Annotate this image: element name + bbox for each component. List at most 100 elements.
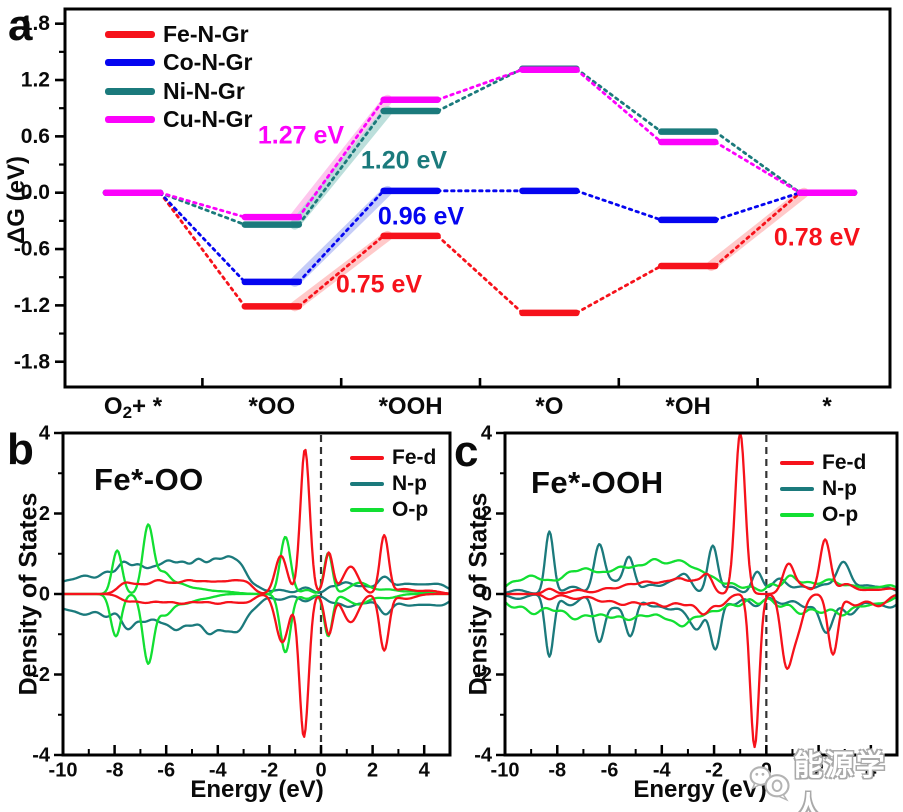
fe-d-dos-curve bbox=[505, 592, 897, 749]
legend-swatch bbox=[105, 59, 155, 67]
step-connector-line bbox=[297, 189, 386, 284]
step-connector-line bbox=[436, 67, 524, 113]
reaction-step-label: *O bbox=[535, 393, 563, 420]
tick-label: 0 bbox=[481, 583, 492, 605]
reaction-step-label: *OOH bbox=[379, 393, 443, 420]
watermark-text: 能源学人 bbox=[793, 750, 887, 812]
tick-label: 1.8 bbox=[21, 12, 51, 35]
panel-b-plot: -10 -8 -6 -4 -2 0 2 4 4 2 0 -2 -4 bbox=[32, 422, 452, 781]
step-connector-line bbox=[713, 191, 802, 222]
tick-label: 0 bbox=[315, 759, 326, 781]
panel-b-label: b bbox=[7, 425, 34, 474]
step-connector-line bbox=[297, 98, 386, 219]
panel-b-x-axis-title: Energy (eV) bbox=[190, 776, 324, 803]
legend-item-n-p: N-p bbox=[350, 471, 436, 497]
legend-item-n-p: N-p bbox=[780, 476, 866, 502]
legend-swatch bbox=[105, 30, 155, 38]
legend-item-co-n-gr: Co-N-Gr bbox=[105, 49, 252, 78]
tick-label: -4 bbox=[32, 744, 51, 766]
fe-d-dos-curve bbox=[63, 592, 450, 738]
legend-item-o-p: O-p bbox=[350, 497, 436, 523]
step-connector-line bbox=[436, 234, 524, 315]
energy-barrier-label: 0.78 eV bbox=[774, 224, 861, 252]
legend-swatch bbox=[350, 456, 384, 460]
tick-label: -2 bbox=[705, 759, 723, 781]
legend-swatch bbox=[350, 482, 384, 486]
n-p-dos-curve bbox=[63, 555, 450, 594]
step-connector-line bbox=[158, 191, 247, 219]
tick-label: -6 bbox=[157, 759, 175, 781]
panel-b-y-axis-title: Density of States bbox=[14, 492, 43, 696]
step-connector-line bbox=[575, 264, 663, 315]
tick-label: 2 bbox=[367, 759, 378, 781]
tick-label: 2 bbox=[39, 503, 50, 525]
legend-swatch bbox=[780, 461, 814, 465]
tick-label: -4 bbox=[209, 759, 228, 781]
tick-label: -8 bbox=[106, 759, 124, 781]
tick-label: -0.6 bbox=[14, 238, 50, 261]
legend-swatch bbox=[105, 87, 155, 95]
panel-c-title: Fe*-OOH bbox=[531, 465, 664, 500]
tick-label: -10 bbox=[491, 759, 520, 781]
step-connector-line bbox=[713, 130, 802, 195]
reaction-step-label: * bbox=[822, 393, 832, 420]
energy-barrier-label: 0.96 eV bbox=[378, 203, 465, 231]
panel-c-legend: Fe-d N-p O-p bbox=[780, 450, 866, 528]
step-connector-line bbox=[575, 67, 663, 134]
watermark: 能源学人 bbox=[748, 742, 903, 812]
tick-label: -10 bbox=[49, 759, 78, 781]
tick-label: 2 bbox=[813, 759, 824, 781]
tick-label: 1.2 bbox=[21, 69, 50, 92]
panel-a-frame bbox=[63, 7, 892, 389]
panel-a-legend: Fe-N-Gr Co-N-Gr Ni-N-Gr Cu-N-Gr bbox=[105, 20, 252, 134]
panel-b-legend: Fe-d N-p O-p bbox=[350, 445, 436, 523]
legend-swatch bbox=[780, 487, 814, 491]
step-connector-line bbox=[297, 109, 386, 227]
legend-label: Ni-N-Gr bbox=[163, 77, 245, 104]
tick-label: 2 bbox=[481, 503, 492, 525]
legend-label: O-p bbox=[392, 498, 429, 521]
tick-label: -4 bbox=[653, 759, 672, 781]
panel-c-x-axis-title: Energy (eV) bbox=[633, 776, 767, 803]
tick-label: -2 bbox=[474, 664, 492, 686]
legend-swatch bbox=[780, 513, 814, 517]
step-connector-line bbox=[713, 191, 802, 268]
n-p-dos-curve bbox=[505, 530, 897, 595]
tick-label: -4 bbox=[474, 744, 493, 766]
tick-label: -8 bbox=[548, 759, 566, 781]
tick-label: -2 bbox=[261, 759, 279, 781]
tick-label: 4 bbox=[39, 422, 51, 444]
legend-label: Fe-d bbox=[392, 446, 437, 469]
panel-a-label: a bbox=[8, 1, 33, 50]
panel-c-y-axis-title: Density of States bbox=[464, 492, 493, 696]
legend-label: O-p bbox=[822, 503, 859, 526]
step-connector-line bbox=[297, 234, 386, 308]
legend-label: Co-N-Gr bbox=[163, 49, 253, 76]
legend-item-fe-d: Fe-d bbox=[780, 450, 866, 476]
step-connector-line bbox=[158, 191, 247, 308]
legend-item-cu-n-gr: Cu-N-Gr bbox=[105, 106, 252, 135]
tick-label: 4 bbox=[481, 422, 493, 444]
legend-swatch bbox=[350, 508, 384, 512]
reaction-step-label: *OO bbox=[248, 393, 295, 420]
energy-barrier-label: 1.27 eV bbox=[258, 122, 345, 150]
fe-d-dos-curve bbox=[63, 448, 450, 596]
tick-label: 0.6 bbox=[21, 125, 50, 148]
step-connector-line bbox=[158, 191, 247, 284]
legend-label: Fe-d bbox=[822, 451, 867, 474]
energy-barrier-label: 0.75 eV bbox=[336, 271, 423, 299]
panel-c-label: c bbox=[454, 427, 479, 476]
legend-item-fe-n-gr: Fe-N-Gr bbox=[105, 20, 252, 49]
legend-item-fe-d: Fe-d bbox=[350, 445, 436, 471]
panel-b-title: Fe*-OO bbox=[94, 462, 204, 497]
tick-label: 0 bbox=[39, 583, 50, 605]
step-connector-line bbox=[436, 68, 524, 102]
tick-label: 4 bbox=[865, 759, 877, 781]
tick-label: -1.2 bbox=[14, 294, 50, 317]
tick-label: -2 bbox=[32, 664, 50, 686]
tick-label: -1.8 bbox=[14, 350, 51, 373]
step-connector-line bbox=[575, 189, 663, 222]
n-p-dos-curve bbox=[63, 594, 450, 636]
